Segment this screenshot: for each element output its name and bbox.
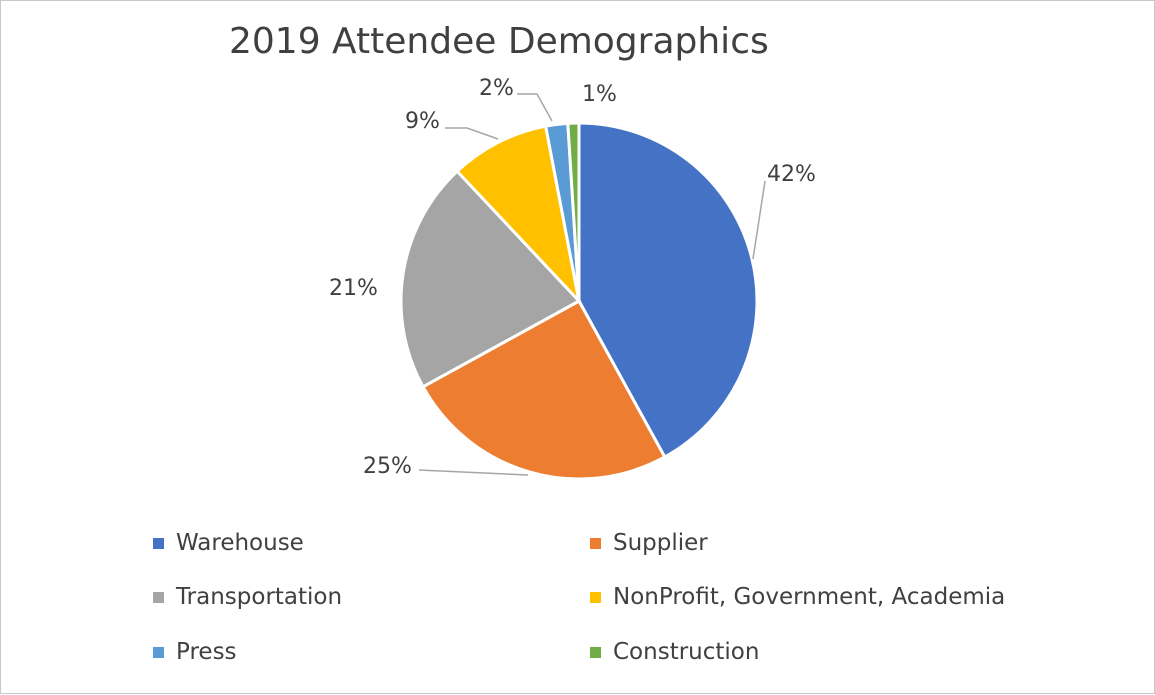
data-label-transportation: 21%	[329, 276, 378, 301]
leader-line-warehouse	[752, 180, 766, 260]
data-label-supplier: 25%	[363, 454, 412, 479]
legend-item-supplier: Supplier	[590, 530, 708, 556]
legend-label: Supplier	[613, 530, 708, 556]
pie-slice-warehouse	[577, 121, 759, 460]
legend-swatch	[590, 537, 601, 549]
legend-label: Construction	[613, 639, 760, 665]
legend-label: Transportation	[176, 584, 343, 610]
data-label-press: 2%	[479, 76, 514, 101]
pie-slice-construction	[566, 121, 581, 302]
pie-slice-supplier	[420, 298, 667, 481]
legend-swatch	[153, 537, 164, 549]
pie-slice-nonprofit-government-academia	[455, 124, 582, 306]
leader-line-supplier	[418, 469, 529, 476]
legend-label: NonProfit, Government, Academia	[613, 584, 1006, 610]
legend-item-transportation: Transportation	[153, 584, 342, 610]
legend-label: Press	[176, 639, 237, 665]
data-label-construction: 1%	[582, 82, 617, 107]
data-label-nonprofit-government-academia: 9%	[405, 109, 440, 134]
legend-swatch	[590, 591, 601, 603]
legend-label: Warehouse	[176, 530, 304, 556]
legend-item-construction: Construction	[590, 639, 759, 665]
leader-line-press	[517, 93, 553, 122]
legend-swatch	[153, 591, 164, 603]
legend-item-press: Press	[153, 639, 237, 665]
pie-slice-transportation	[399, 169, 582, 389]
legend-swatch	[153, 646, 164, 658]
legend-swatch	[590, 646, 601, 658]
legend-item-warehouse: Warehouse	[153, 530, 304, 556]
leader-line-nonprofit-government-academia	[445, 127, 499, 140]
legend-item-nonprofit-government-academia: NonProfit, Government, Academia	[590, 584, 1005, 610]
data-label-warehouse: 42%	[767, 162, 816, 187]
chart-title: 2019 Attendee Demographics	[229, 21, 769, 62]
